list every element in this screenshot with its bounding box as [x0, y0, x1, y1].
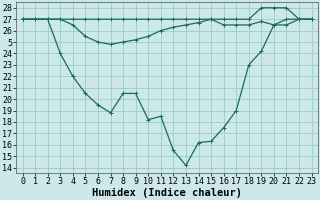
X-axis label: Humidex (Indice chaleur): Humidex (Indice chaleur): [92, 188, 242, 198]
